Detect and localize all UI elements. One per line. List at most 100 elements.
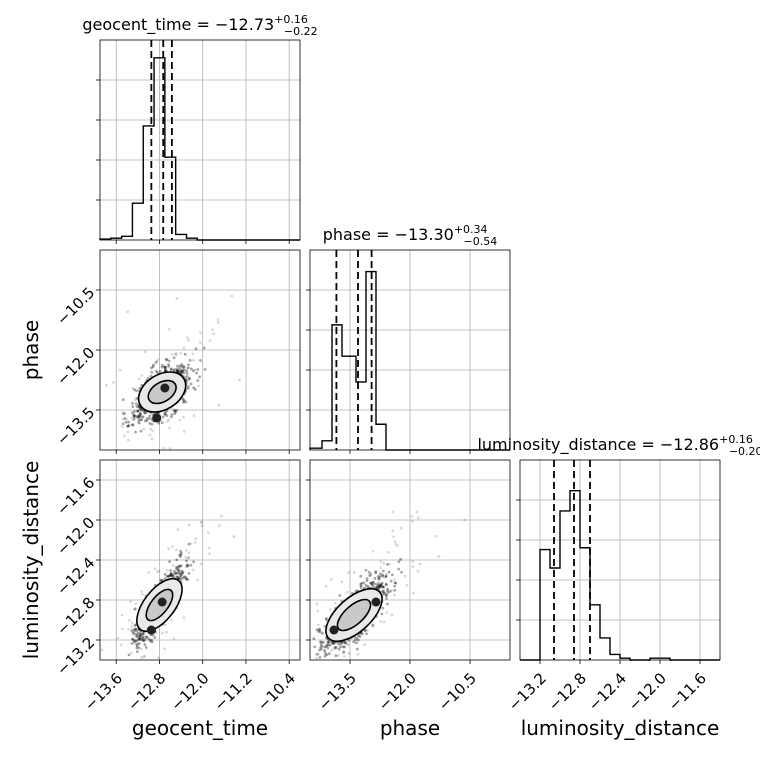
xaxis-label-luminosity_distance: luminosity_distance	[521, 716, 720, 740]
sample-point	[86, 739, 89, 742]
sample-point	[169, 574, 173, 578]
sample-point	[123, 666, 126, 669]
sample-point	[360, 581, 364, 585]
sample-point	[198, 375, 202, 379]
sample-point	[176, 368, 180, 372]
sample-point	[147, 570, 151, 574]
sample-point	[173, 408, 176, 412]
title-minus-luminosity_distance: −0.20	[729, 445, 760, 458]
sample-point	[185, 375, 189, 378]
sample-point	[405, 583, 409, 587]
sample-point	[386, 589, 389, 593]
panel-title-luminosity_distance: luminosity_distance = −12.86+0.16 −0.20	[477, 433, 760, 458]
sample-point	[178, 553, 182, 557]
sample-point	[382, 561, 386, 565]
sample-point	[135, 646, 139, 650]
sample-point	[134, 627, 137, 631]
sample-point	[137, 405, 141, 409]
sample-point	[178, 564, 182, 568]
sample-point	[140, 408, 143, 412]
sample-point	[176, 364, 179, 368]
sample-point	[302, 744, 305, 747]
sample-point	[131, 637, 135, 641]
sample-point	[388, 590, 392, 593]
sample-point	[138, 413, 142, 417]
sample-point	[143, 350, 147, 354]
sample-point	[121, 398, 125, 402]
sample-point	[178, 418, 182, 422]
sample-point	[187, 523, 191, 527]
sample-point	[184, 548, 188, 552]
sample-point	[327, 640, 331, 643]
panel-title-geocent_time: geocent_time = −12.73+0.16 −0.22	[82, 13, 317, 38]
sample-point	[142, 639, 146, 643]
sample-point	[199, 562, 203, 566]
sample-point	[138, 636, 141, 640]
sample-point	[327, 661, 330, 664]
sample-point	[175, 558, 179, 562]
sample-point	[142, 427, 146, 431]
sample-point	[394, 581, 398, 585]
sample-point	[163, 647, 166, 651]
sample-point	[123, 670, 126, 673]
sample-point	[399, 557, 403, 561]
xtick-label-phase-0: −13.5	[315, 669, 360, 714]
title-minus-geocent_time: −0.22	[284, 25, 318, 38]
sample-point	[130, 629, 134, 633]
sample-point	[167, 363, 170, 366]
sample-point	[169, 571, 173, 575]
sample-point	[137, 646, 141, 650]
sample-point	[377, 576, 381, 580]
sample-point	[127, 438, 130, 442]
sample-point	[145, 635, 148, 639]
sample-point	[165, 358, 169, 362]
sample-point	[100, 648, 104, 652]
sample-point	[378, 585, 382, 588]
sample-point	[165, 420, 169, 423]
sample-point	[342, 655, 346, 658]
sample-point	[137, 637, 141, 640]
sample-point	[379, 620, 382, 623]
sample-point	[341, 645, 345, 649]
sample-point	[186, 387, 190, 390]
sample-point	[386, 562, 389, 566]
sample-point	[172, 574, 176, 578]
sample-point	[340, 641, 344, 644]
sample-point	[137, 414, 141, 418]
title-plus-luminosity_distance: +0.16	[719, 433, 753, 446]
sample-point	[148, 433, 152, 437]
sample-point	[320, 661, 323, 664]
sample-point	[177, 564, 181, 568]
sample-point	[136, 650, 139, 653]
sample-point	[141, 638, 144, 642]
sample-point	[356, 652, 360, 656]
xtick-label-luminosity_distance-1: −12.8	[545, 669, 590, 714]
sample-point	[316, 629, 320, 633]
sample-point	[365, 579, 369, 583]
sample-point	[181, 369, 185, 373]
sample-point	[186, 563, 190, 567]
sample-point	[132, 418, 136, 422]
title-main-geocent_time: geocent_time = −12.73	[82, 15, 274, 35]
sample-point	[325, 653, 329, 657]
sample-point	[172, 569, 176, 573]
sample-point	[371, 583, 374, 587]
ytick-label-luminosity_distance-1: −12.8	[53, 594, 98, 639]
sample-point	[174, 352, 178, 355]
joint-panel-luminosity_distance-vs-phase	[302, 459, 511, 747]
sample-point	[216, 318, 220, 322]
sample-point	[333, 601, 337, 605]
sample-point	[126, 424, 130, 428]
sample-point	[365, 577, 369, 581]
sample-point	[346, 643, 349, 646]
sample-point	[184, 400, 188, 404]
sample-point	[127, 420, 131, 424]
sample-point	[396, 544, 399, 548]
sample-point	[179, 553, 183, 557]
sample-point	[410, 520, 414, 523]
sample-point	[133, 410, 136, 413]
sample-point	[163, 412, 167, 416]
diag-panel-luminosity_distance: luminosity_distance = −12.86+0.16 −0.20	[477, 433, 760, 664]
sample-point	[188, 377, 191, 380]
sample-point	[208, 552, 211, 555]
